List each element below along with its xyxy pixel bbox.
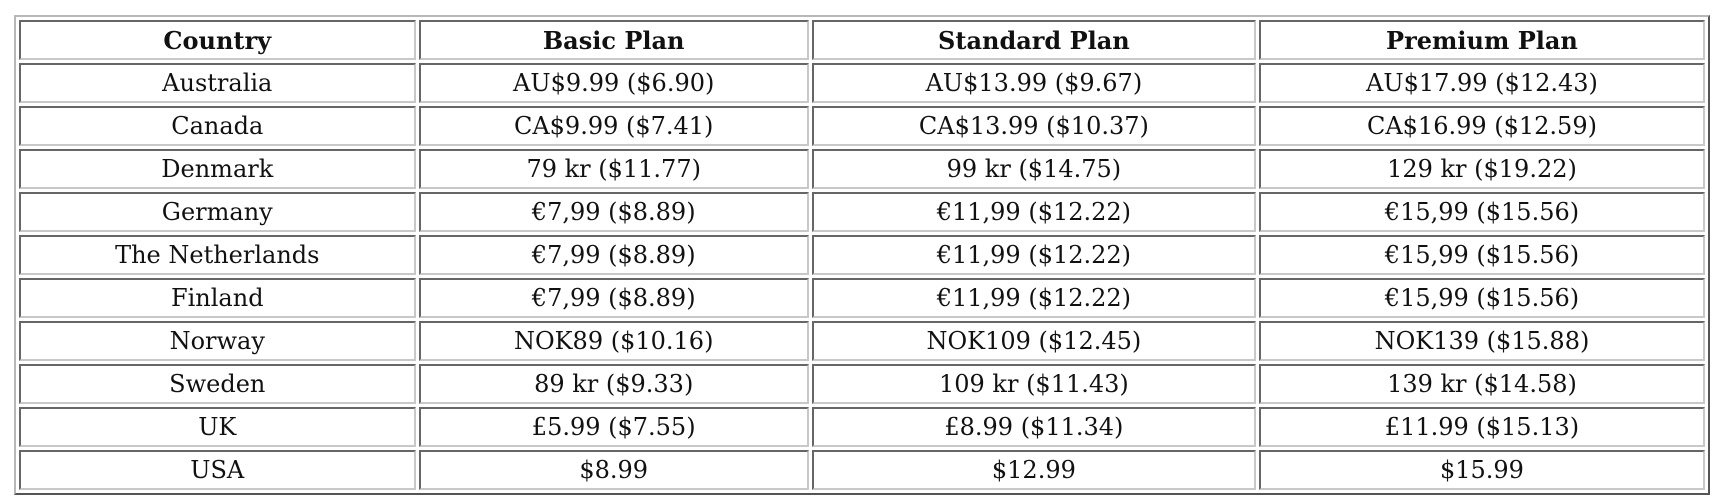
header-row: Country Basic Plan Standard Plan Premium… [19,20,1705,60]
premium-plan-cell: €15,99 ($15.56) [1258,235,1705,275]
premium-plan-cell: CA$16.99 ($12.59) [1258,106,1705,146]
premium-plan-cell: €15,99 ($15.56) [1258,192,1705,232]
basic-plan-cell: 89 kr ($9.33) [418,364,809,404]
country-cell: Finland [19,278,416,318]
table-row: Sweden 89 kr ($9.33) 109 kr ($11.43) 139 kr… [19,364,1705,404]
country-cell: Norway [19,321,416,361]
pricing-table: Country Basic Plan Standard Plan Premium… [14,15,1710,495]
basic-plan-cell: NOK89 ($10.16) [418,321,809,361]
standard-plan-cell: CA$13.99 ($10.37) [811,106,1256,146]
standard-plan-cell: €11,99 ($12.22) [811,278,1256,318]
basic-plan-cell: 79 kr ($11.77) [418,149,809,189]
standard-plan-cell: 99 kr ($14.75) [811,149,1256,189]
table-row: Norway NOK89 ($10.16) NOK109 ($12.45) NOK13… [19,321,1705,361]
country-cell: Denmark [19,149,416,189]
basic-plan-cell: €7,99 ($8.89) [418,192,809,232]
header-premium-plan: Premium Plan [1258,20,1705,60]
premium-plan-cell: 129 kr ($19.22) [1258,149,1705,189]
premium-plan-cell: $15.99 [1258,450,1705,490]
country-cell: Australia [19,63,416,103]
standard-plan-cell: 109 kr ($11.43) [811,364,1256,404]
premium-plan-cell: NOK139 ($15.88) [1258,321,1705,361]
basic-plan-cell: £5.99 ($7.55) [418,407,809,447]
country-cell: USA [19,450,416,490]
premium-plan-cell: 139 kr ($14.58) [1258,364,1705,404]
standard-plan-cell: £8.99 ($11.34) [811,407,1256,447]
standard-plan-cell: $12.99 [811,450,1256,490]
standard-plan-cell: AU$13.99 ($9.67) [811,63,1256,103]
header-basic-plan: Basic Plan [418,20,809,60]
country-cell: Canada [19,106,416,146]
country-cell: The Netherlands [19,235,416,275]
table-row: Germany €7,99 ($8.89) €11,99 ($12.22) €15,9… [19,192,1705,232]
basic-plan-cell: CA$9.99 ($7.41) [418,106,809,146]
basic-plan-cell: €7,99 ($8.89) [418,235,809,275]
premium-plan-cell: AU$17.99 ($12.43) [1258,63,1705,103]
basic-plan-cell: $8.99 [418,450,809,490]
header-country: Country [19,20,416,60]
basic-plan-cell: €7,99 ($8.89) [418,278,809,318]
table-row: Canada CA$9.99 ($7.41) CA$13.99 ($10.37) CA… [19,106,1705,146]
basic-plan-cell: AU$9.99 ($6.90) [418,63,809,103]
table-row: The Netherlands €7,99 ($8.89) €11,99 ($12.… [19,235,1705,275]
country-cell: Germany [19,192,416,232]
standard-plan-cell: €11,99 ($12.22) [811,235,1256,275]
premium-plan-cell: €15,99 ($15.56) [1258,278,1705,318]
standard-plan-cell: NOK109 ($12.45) [811,321,1256,361]
premium-plan-cell: £11.99 ($15.13) [1258,407,1705,447]
table-row: Finland €7,99 ($8.89) €11,99 ($12.22) €15,9… [19,278,1705,318]
country-cell: Sweden [19,364,416,404]
country-cell: UK [19,407,416,447]
table-row: Australia AU$9.99 ($6.90) AU$13.99 ($9.67)… [19,63,1705,103]
table-row: USA $8.99 $12.99 $15.99 [19,450,1705,490]
header-standard-plan: Standard Plan [811,20,1256,60]
table-row: UK £5.99 ($7.55) £8.99 ($11.34) £11.99 ($15… [19,407,1705,447]
table-row: Denmark 79 kr ($11.77) 99 kr ($14.75) 129 k… [19,149,1705,189]
standard-plan-cell: €11,99 ($12.22) [811,192,1256,232]
